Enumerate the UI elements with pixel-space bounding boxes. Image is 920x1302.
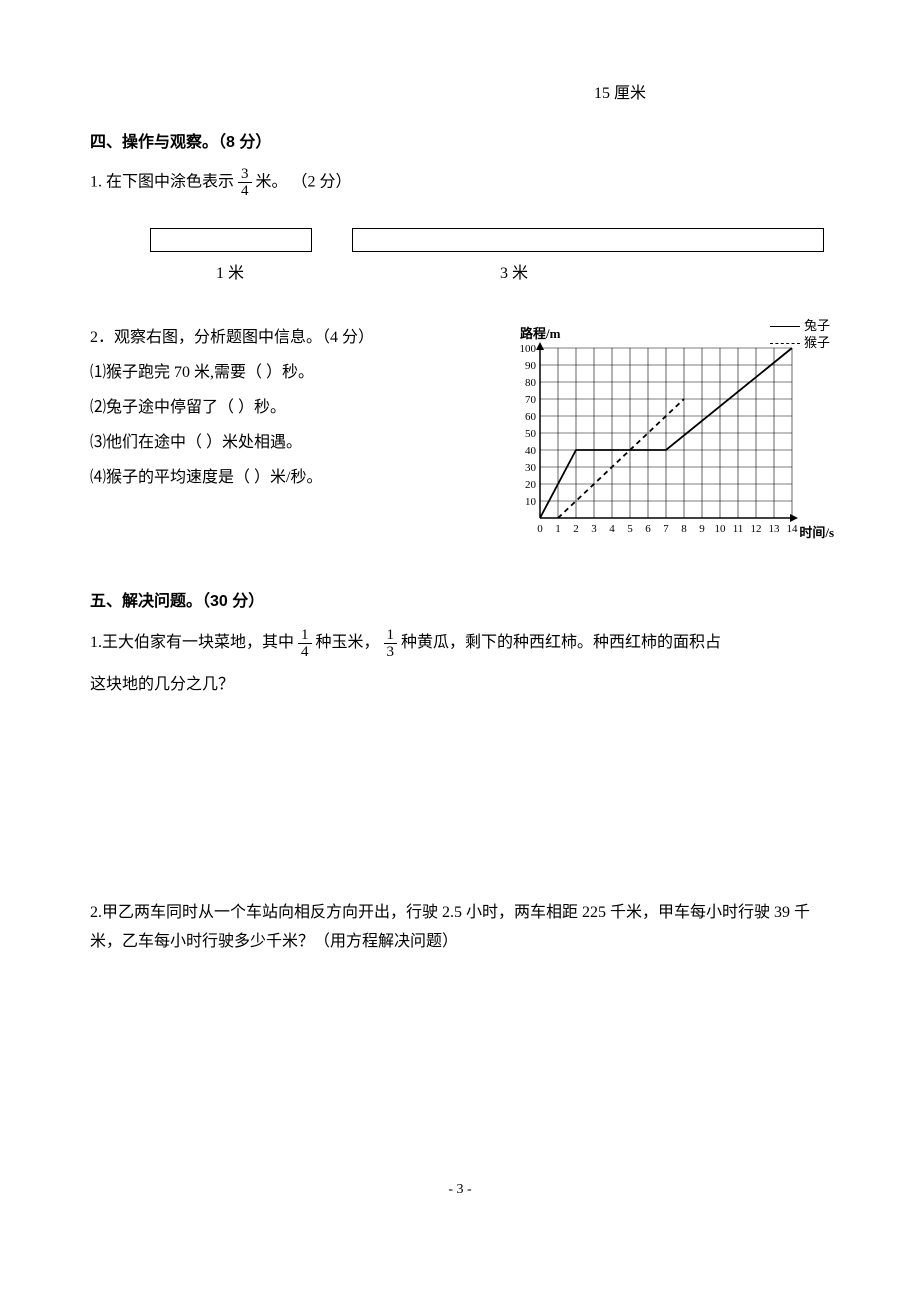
legend: 兔子 猴子 <box>770 318 830 352</box>
section5-title: 五、解决问题。（30 分） <box>90 588 830 617</box>
frac-den: 3 <box>384 644 398 661</box>
chart: 路程/m 兔子 猴子 01234567891011121314102030405… <box>500 318 830 548</box>
q4-2-sub1: ⑴猴子跑完 70 米,需要（ ）秒。 <box>90 359 480 388</box>
q4-2-sub4: ⑷猴子的平均速度是（ ）米/秒。 <box>90 464 480 493</box>
frac-num: 1 <box>298 627 312 645</box>
x-axis-label: 时间/s <box>799 521 834 544</box>
svg-text:4: 4 <box>609 523 615 535</box>
svg-text:13: 13 <box>769 523 781 535</box>
box-3m <box>352 228 824 252</box>
svg-text:50: 50 <box>525 428 537 440</box>
svg-text:9: 9 <box>699 523 705 535</box>
svg-text:5: 5 <box>627 523 633 535</box>
svg-text:6: 6 <box>645 523 651 535</box>
svg-text:20: 20 <box>525 479 537 491</box>
q4-2-sub2: ⑵兔子途中停留了（ ）秒。 <box>90 394 480 423</box>
q4-2-title: 2．观察右图，分析题图中信息。（4 分） <box>90 324 480 353</box>
chart-svg: 0123456789101112131410203040506070809010… <box>500 318 830 544</box>
q4-1-prefix: 1. 在下图中涂色表示 <box>90 173 234 190</box>
q5-1-d: 这块地的几分之几？ <box>90 671 830 700</box>
svg-text:12: 12 <box>751 523 762 535</box>
svg-text:80: 80 <box>525 377 537 389</box>
y-axis-label: 路程/m <box>520 322 560 345</box>
legend-monkey: 猴子 <box>804 335 830 352</box>
top-note: 15 厘米 <box>410 80 830 109</box>
svg-text:70: 70 <box>525 394 537 406</box>
legend-monkey-line <box>770 343 800 344</box>
label-1m: 1 米 <box>150 260 310 289</box>
svg-text:10: 10 <box>715 523 727 535</box>
frac-num: 1 <box>384 627 398 645</box>
q5-1-b: 种玉米， <box>316 634 380 651</box>
svg-text:2: 2 <box>573 523 579 535</box>
q5-1-a: 1.王大伯家有一块菜地，其中 <box>90 634 294 651</box>
label-3m: 3 米 <box>350 260 820 289</box>
frac-den: 4 <box>298 644 312 661</box>
boxes-row <box>150 228 830 252</box>
box-labels: 1 米 3 米 <box>150 260 830 289</box>
svg-text:30: 30 <box>525 462 537 474</box>
q4-2-sub3: ⑶他们在途中（ ）米处相遇。 <box>90 429 480 458</box>
fraction-1-3: 1 3 <box>384 627 398 661</box>
svg-text:11: 11 <box>733 523 744 535</box>
q5-1-c: 种黄瓜，剩下的种西红柿。种西红柿的面积占 <box>401 634 721 651</box>
svg-text:0: 0 <box>537 523 543 535</box>
svg-text:10: 10 <box>525 496 537 508</box>
svg-text:8: 8 <box>681 523 687 535</box>
frac-den: 4 <box>238 183 252 200</box>
q4-1: 1. 在下图中涂色表示 3 4 米。 （2 分） <box>90 166 830 200</box>
box-1m <box>150 228 312 252</box>
fraction-1-4: 1 4 <box>298 627 312 661</box>
page-number: - 3 - <box>90 1177 830 1202</box>
frac-num: 3 <box>238 166 252 184</box>
svg-text:14: 14 <box>787 523 799 535</box>
svg-text:1: 1 <box>555 523 561 535</box>
legend-rabbit-line <box>770 326 800 327</box>
legend-rabbit: 兔子 <box>804 318 830 335</box>
svg-text:3: 3 <box>591 523 597 535</box>
fraction-3-4: 3 4 <box>238 166 252 200</box>
q5-1: 1.王大伯家有一块菜地，其中 1 4 种玉米， 1 3 种黄瓜，剩下的种西红柿。… <box>90 625 830 660</box>
section4-title: 四、操作与观察。（8 分） <box>90 129 830 158</box>
svg-text:60: 60 <box>525 411 537 423</box>
svg-text:40: 40 <box>525 445 537 457</box>
svg-text:7: 7 <box>663 523 669 535</box>
svg-text:90: 90 <box>525 360 537 372</box>
q4-2-text: 2．观察右图，分析题图中信息。（4 分） ⑴猴子跑完 70 米,需要（ ）秒。 … <box>90 318 480 498</box>
q5-2: 2.甲乙两车同时从一个车站向相反方向开出，行驶 2.5 小时，两车相距 225 … <box>90 899 830 957</box>
q4-1-suffix: 米。 （2 分） <box>256 173 352 190</box>
